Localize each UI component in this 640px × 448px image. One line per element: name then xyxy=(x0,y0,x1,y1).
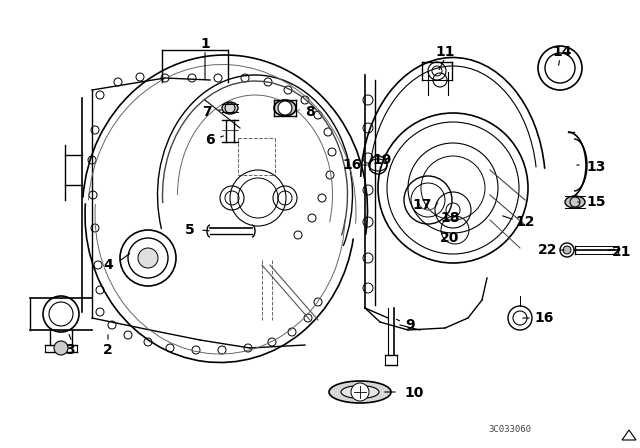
Text: 12: 12 xyxy=(515,215,535,229)
Text: 11: 11 xyxy=(435,45,455,59)
Text: 16: 16 xyxy=(534,311,554,325)
Ellipse shape xyxy=(329,381,391,403)
Circle shape xyxy=(278,101,292,115)
Text: 13: 13 xyxy=(586,160,605,174)
Circle shape xyxy=(563,246,571,254)
Text: 8: 8 xyxy=(305,105,315,119)
Text: 5: 5 xyxy=(185,223,195,237)
Ellipse shape xyxy=(565,196,585,208)
Text: 10: 10 xyxy=(404,386,424,400)
Text: 3C033060: 3C033060 xyxy=(488,425,531,434)
Text: 3: 3 xyxy=(65,343,75,357)
Circle shape xyxy=(351,383,369,401)
Text: 21: 21 xyxy=(612,245,632,259)
Text: 15: 15 xyxy=(586,195,605,209)
Text: 2: 2 xyxy=(103,343,113,357)
Text: 17: 17 xyxy=(412,198,432,212)
Text: 9: 9 xyxy=(405,318,415,332)
Ellipse shape xyxy=(274,100,296,116)
Text: 16: 16 xyxy=(342,158,362,172)
Ellipse shape xyxy=(222,102,238,114)
Text: 6: 6 xyxy=(205,133,215,147)
Text: 22: 22 xyxy=(538,243,557,257)
Text: 18: 18 xyxy=(440,211,460,225)
Text: 14: 14 xyxy=(552,45,572,59)
Ellipse shape xyxy=(341,385,379,399)
Circle shape xyxy=(54,341,68,355)
Circle shape xyxy=(138,248,158,268)
Text: 20: 20 xyxy=(440,231,460,245)
Text: 19: 19 xyxy=(372,153,392,167)
Text: 7: 7 xyxy=(202,105,212,119)
Text: 4: 4 xyxy=(103,258,113,272)
Text: 1: 1 xyxy=(200,37,210,51)
